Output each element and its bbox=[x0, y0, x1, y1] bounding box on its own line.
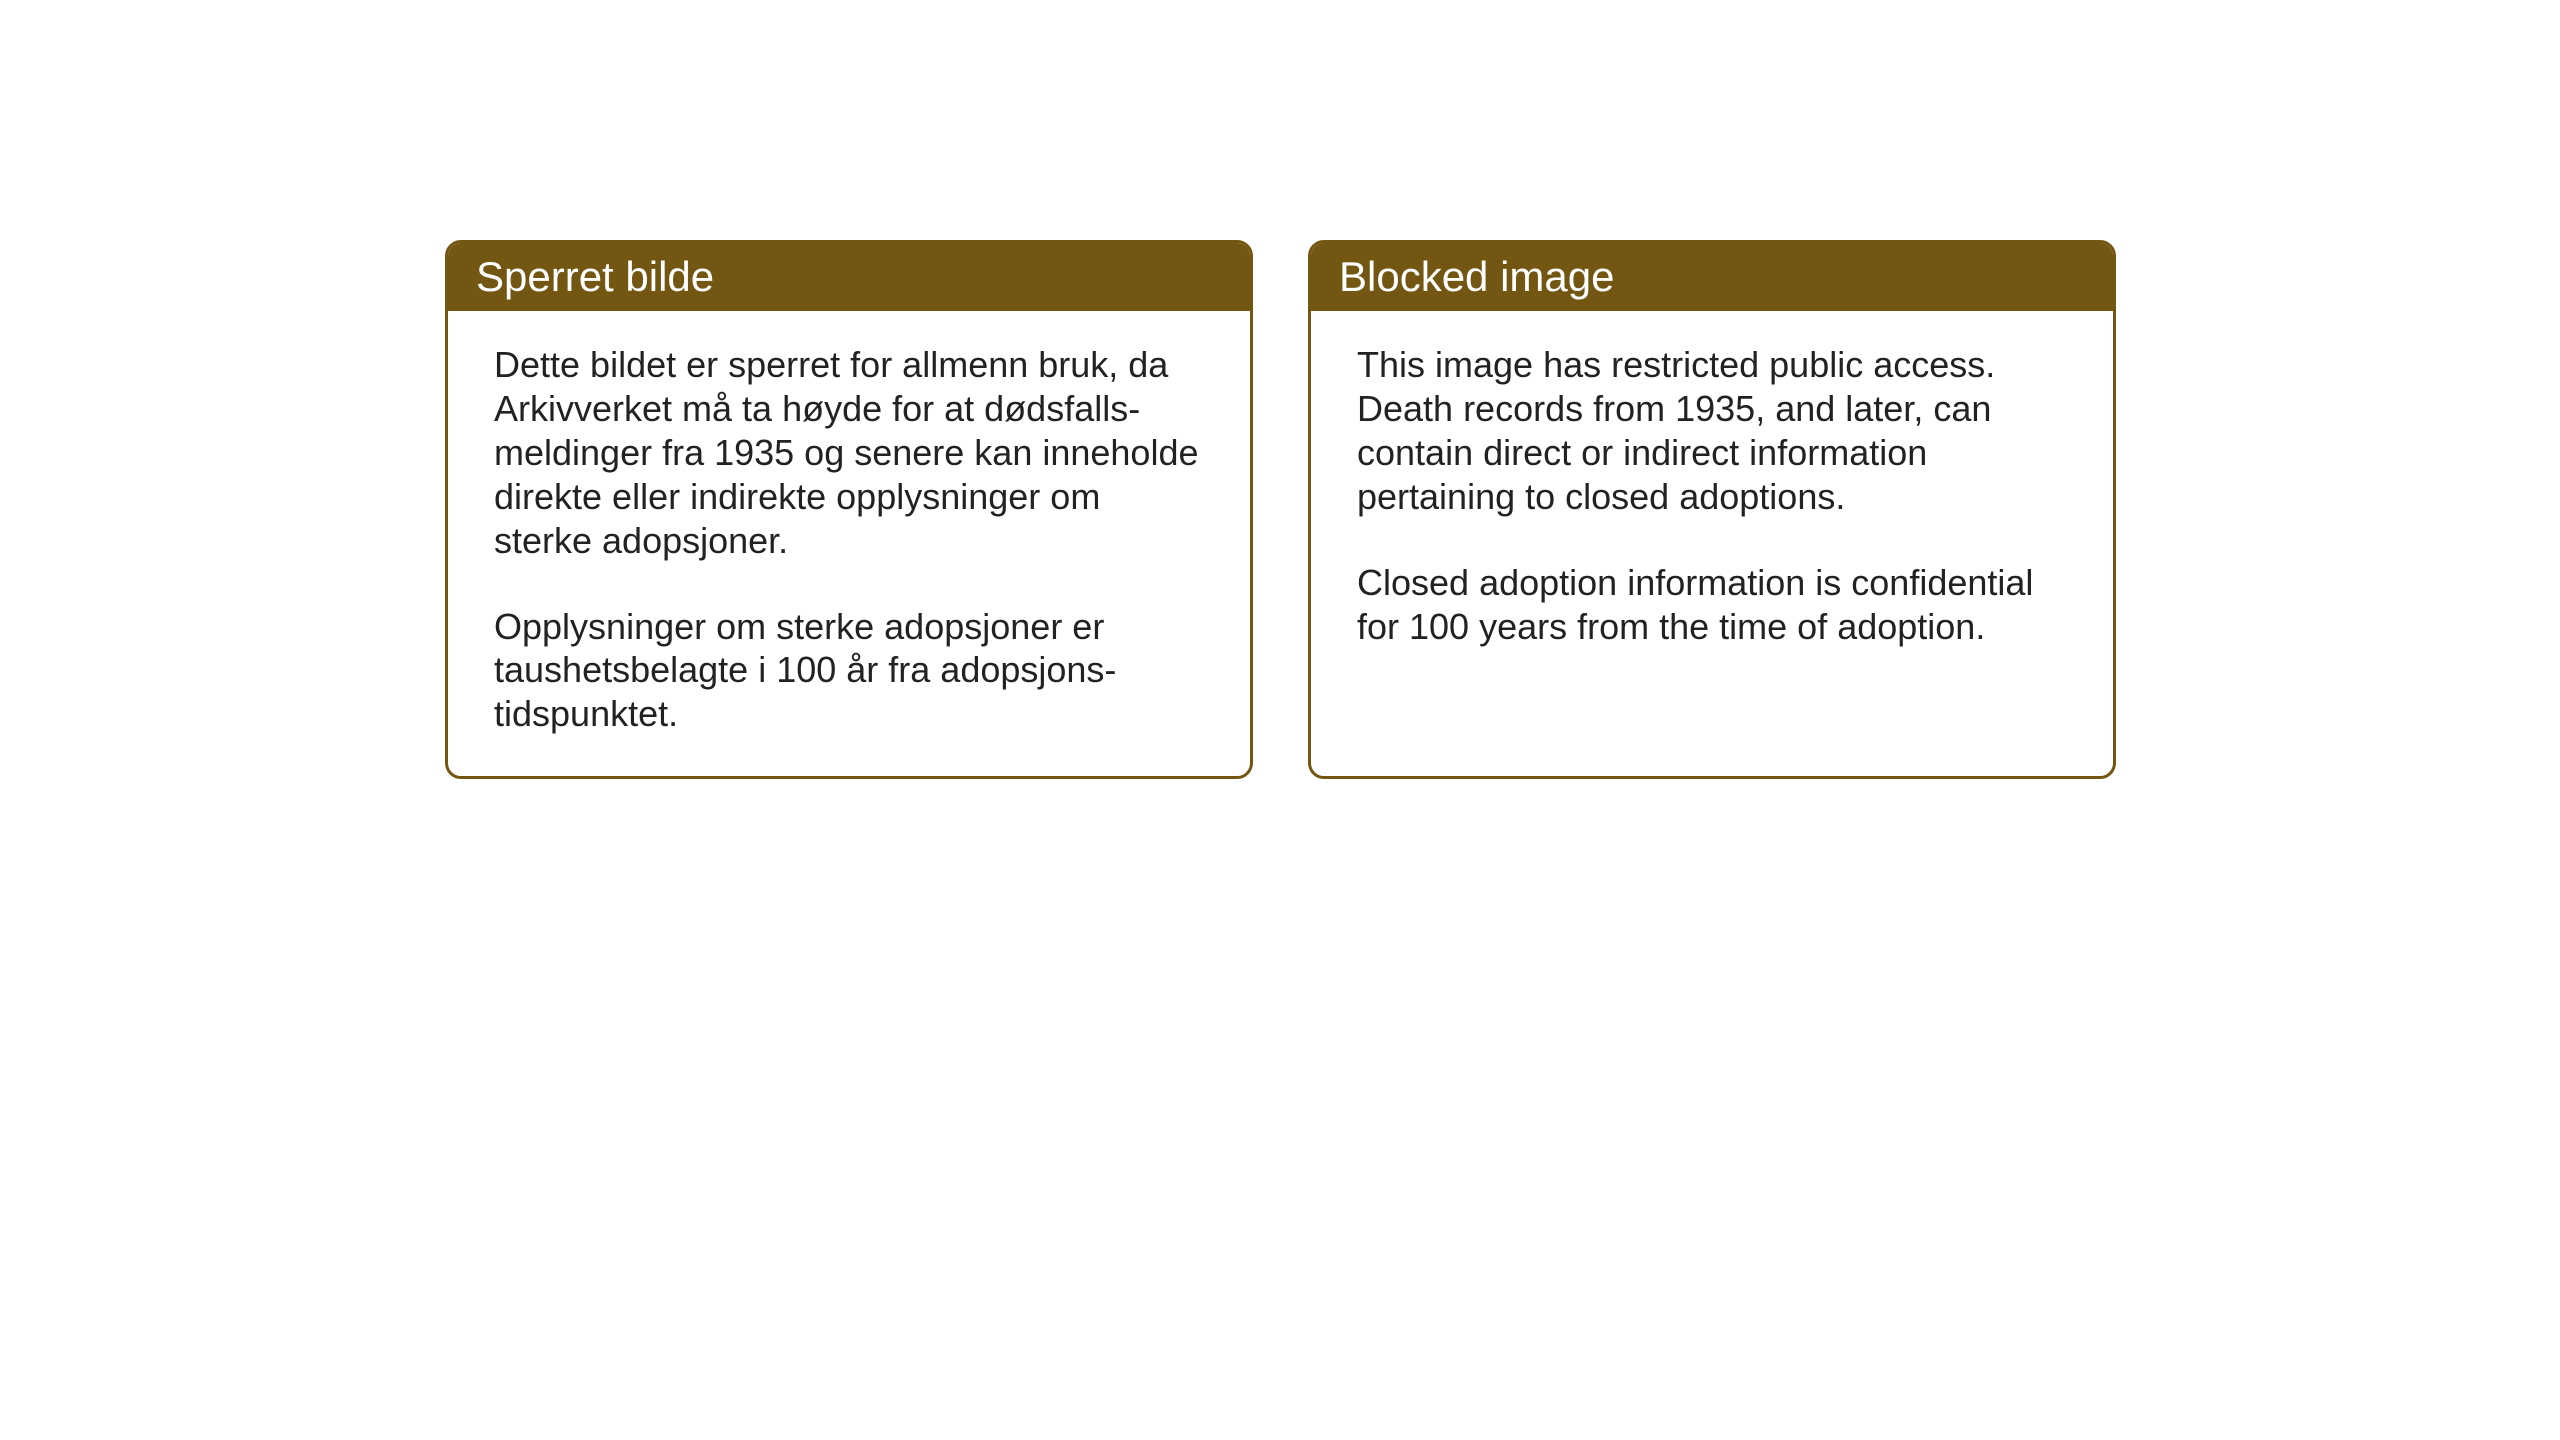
card-paragraph-2-norwegian: Opplysninger om sterke adopsjoner er tau… bbox=[494, 605, 1204, 737]
card-title-english: Blocked image bbox=[1339, 253, 1614, 300]
card-paragraph-2-english: Closed adoption information is confident… bbox=[1357, 561, 2067, 649]
card-body-english: This image has restricted public access.… bbox=[1311, 311, 2113, 688]
notice-card-english: Blocked image This image has restricted … bbox=[1308, 240, 2116, 779]
card-header-english: Blocked image bbox=[1311, 243, 2113, 311]
notice-container: Sperret bilde Dette bildet er sperret fo… bbox=[445, 240, 2116, 779]
card-paragraph-1-norwegian: Dette bildet er sperret for allmenn bruk… bbox=[494, 343, 1204, 563]
card-paragraph-1-english: This image has restricted public access.… bbox=[1357, 343, 2067, 519]
card-body-norwegian: Dette bildet er sperret for allmenn bruk… bbox=[448, 311, 1250, 776]
card-header-norwegian: Sperret bilde bbox=[448, 243, 1250, 311]
notice-card-norwegian: Sperret bilde Dette bildet er sperret fo… bbox=[445, 240, 1253, 779]
card-title-norwegian: Sperret bilde bbox=[476, 253, 714, 300]
